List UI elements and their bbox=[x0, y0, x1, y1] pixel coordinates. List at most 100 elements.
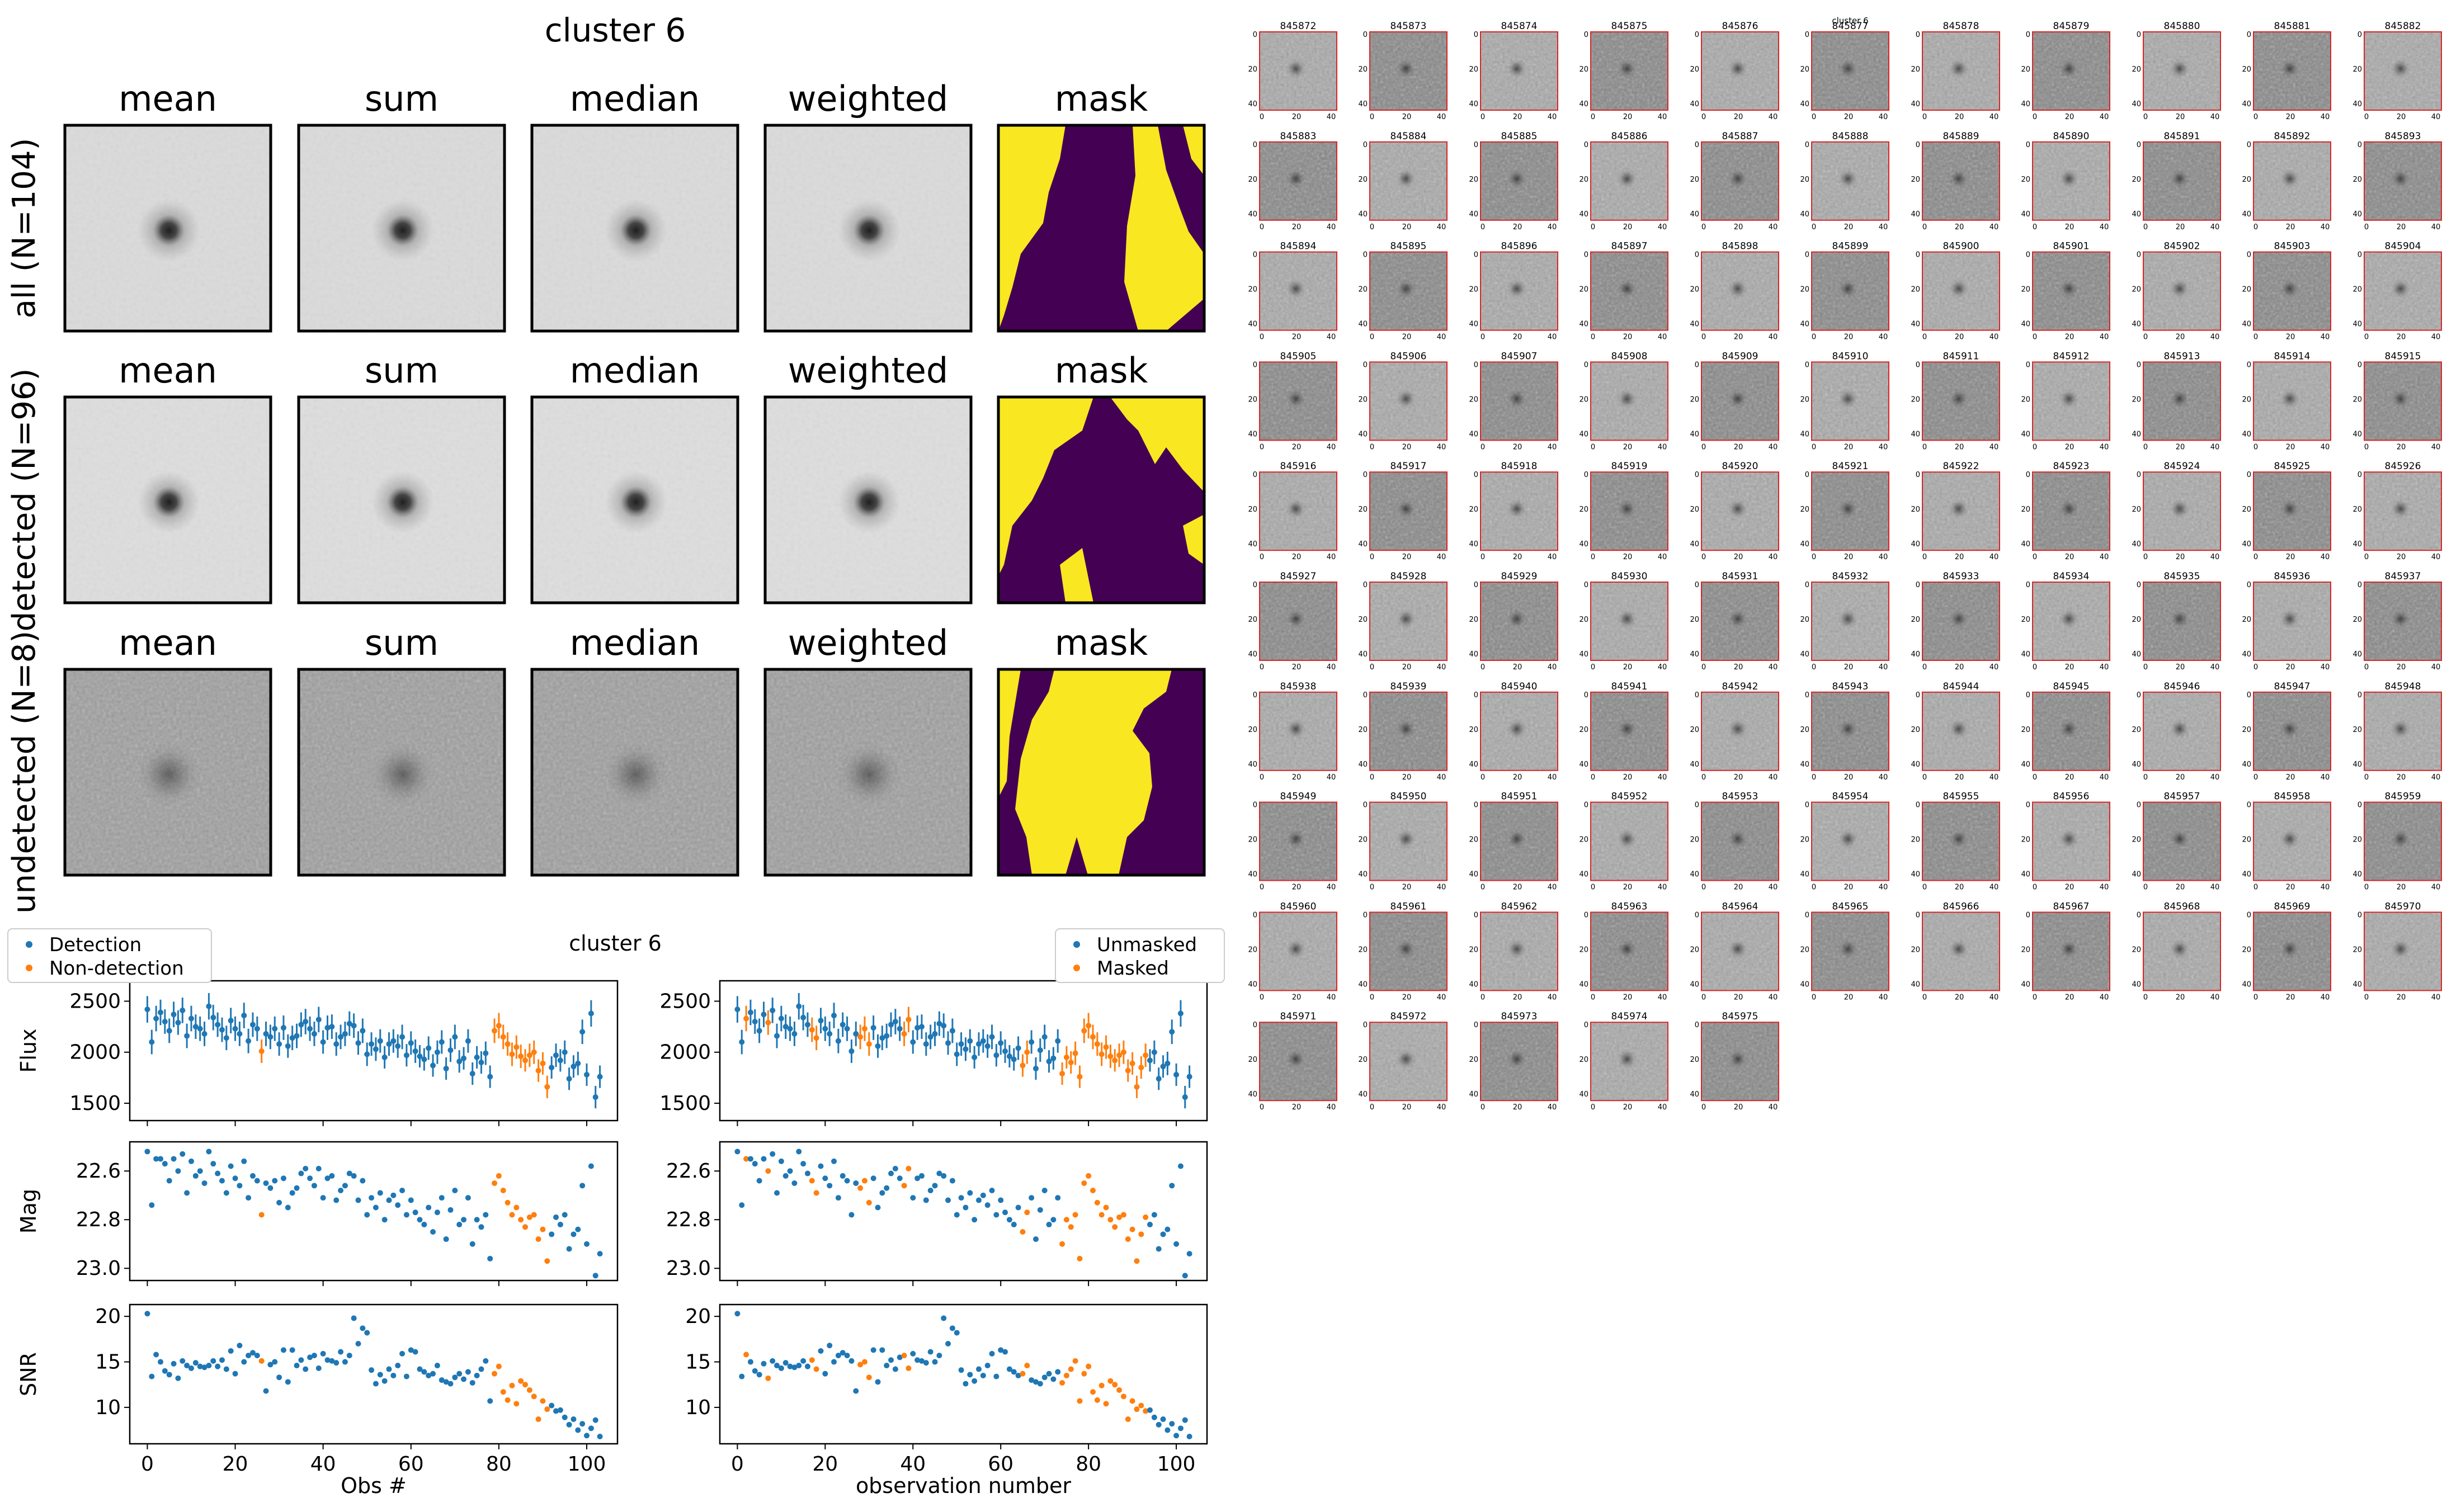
data-point bbox=[936, 1020, 942, 1027]
data-point bbox=[390, 1038, 397, 1044]
cutout-y-tick: 40 bbox=[1800, 980, 1809, 989]
cutout-y-tick: 40 bbox=[1248, 430, 1257, 438]
cutout-x-tick: 0 bbox=[2143, 993, 2148, 1001]
cutout-id: 845966 bbox=[1943, 901, 1979, 912]
source-blob bbox=[371, 199, 434, 262]
cutout-x-tick: 40 bbox=[1327, 773, 1336, 782]
cutout-frame bbox=[1701, 911, 1779, 991]
data-point bbox=[364, 1051, 370, 1057]
data-point bbox=[426, 1372, 432, 1378]
data-point bbox=[1050, 1376, 1057, 1382]
data-point bbox=[1006, 1217, 1012, 1223]
data-point bbox=[1125, 1067, 1131, 1074]
data-point bbox=[963, 1046, 969, 1052]
cutout-y-tick: 20 bbox=[1800, 176, 1809, 184]
cutout-y-tick: 40 bbox=[2021, 760, 2030, 769]
data-point bbox=[307, 1026, 313, 1032]
cutout-y-tick: 20 bbox=[2352, 616, 2362, 624]
cutout-frame bbox=[2364, 691, 2442, 771]
panel-frame bbox=[997, 668, 1206, 877]
data-point bbox=[496, 1173, 502, 1179]
cutout-x-tick: 0 bbox=[1481, 113, 1485, 121]
cutout-y-tick: 40 bbox=[1469, 540, 1478, 549]
data-point bbox=[272, 1026, 278, 1032]
cutout-x-tick: 0 bbox=[1481, 443, 1485, 451]
data-point bbox=[412, 1048, 418, 1054]
cutout-y-tick: 20 bbox=[1690, 726, 1699, 734]
data-point bbox=[765, 1168, 771, 1174]
cutout-x-tick: 20 bbox=[1734, 443, 1743, 451]
cutout-id: 845945 bbox=[2053, 681, 2090, 692]
source-blob bbox=[838, 471, 901, 533]
cutout-y-tick: 0 bbox=[1695, 361, 1699, 369]
data-point bbox=[932, 1031, 938, 1037]
cutout-source bbox=[1948, 168, 1969, 189]
cutout-y-tick: 0 bbox=[2247, 141, 2251, 149]
cutout-y-tick: 20 bbox=[1469, 286, 1478, 294]
data-point bbox=[540, 1398, 546, 1404]
data-point bbox=[223, 1366, 229, 1372]
data-point bbox=[897, 1026, 903, 1032]
data-point bbox=[918, 1024, 925, 1030]
cutout-source bbox=[1837, 389, 1858, 409]
cutout-x-tick: 20 bbox=[1955, 443, 1964, 451]
cutout-y-tick: 40 bbox=[2132, 100, 2141, 108]
data-point bbox=[870, 1347, 876, 1353]
cutout-frame bbox=[2032, 691, 2110, 771]
cutout-y-tick: 40 bbox=[2132, 430, 2141, 438]
data-point bbox=[1033, 1236, 1039, 1242]
data-point bbox=[162, 1368, 168, 1374]
cutout-x-tick: 20 bbox=[1292, 553, 1302, 561]
cutout-id: 845940 bbox=[1501, 681, 1538, 692]
cutout-x-tick: 40 bbox=[1989, 663, 1999, 672]
data-point bbox=[320, 1039, 326, 1045]
data-point bbox=[324, 1357, 331, 1363]
cutout-y-tick: 0 bbox=[1253, 471, 1257, 479]
data-point bbox=[469, 1241, 475, 1247]
cutout-y-tick: 40 bbox=[1690, 100, 1699, 108]
data-point bbox=[914, 1175, 921, 1182]
data-point bbox=[1029, 1377, 1035, 1383]
source-blob bbox=[837, 742, 902, 807]
data-point bbox=[280, 1347, 286, 1353]
cutout-source bbox=[1727, 1049, 1748, 1069]
data-point bbox=[936, 1170, 942, 1176]
y-tick-label: 20 bbox=[95, 1305, 121, 1328]
data-point bbox=[804, 1022, 810, 1028]
data-point bbox=[315, 1165, 322, 1171]
data-point bbox=[452, 1188, 458, 1194]
data-point bbox=[531, 1049, 537, 1055]
cutout-y-tick: 40 bbox=[1579, 100, 1588, 108]
data-point bbox=[492, 1371, 498, 1377]
cutout-y-tick: 40 bbox=[1248, 210, 1257, 219]
data-point bbox=[787, 1168, 793, 1174]
data-point bbox=[967, 1190, 973, 1196]
data-point bbox=[483, 1050, 489, 1056]
cutout-y-tick: 0 bbox=[2247, 581, 2251, 589]
data-point bbox=[1107, 1053, 1114, 1060]
data-point bbox=[544, 1084, 550, 1090]
cutout-id: 845883 bbox=[1280, 131, 1317, 142]
data-point bbox=[342, 1359, 348, 1365]
cutout-y-tick: 20 bbox=[2352, 65, 2362, 74]
cutout-x-tick: 0 bbox=[1481, 773, 1485, 782]
cutout-id: 845896 bbox=[1501, 241, 1538, 252]
cutout-y-tick: 0 bbox=[2026, 801, 2030, 810]
cutout-x-tick: 0 bbox=[1812, 993, 1816, 1001]
cutout-frame bbox=[1922, 141, 2000, 221]
cutout-source bbox=[1285, 389, 1306, 409]
cutout-y-tick: 0 bbox=[2358, 581, 2362, 589]
data-point bbox=[897, 1175, 903, 1182]
cutout-x-tick: 20 bbox=[2176, 663, 2185, 672]
cutout-x-tick: 40 bbox=[2210, 113, 2220, 121]
cutout-x-tick: 20 bbox=[2176, 333, 2185, 342]
cutout-y-tick: 40 bbox=[2352, 430, 2362, 438]
cutout-y-tick: 0 bbox=[2247, 471, 2251, 479]
cutout-y-tick: 20 bbox=[1800, 505, 1809, 514]
cutout-y-tick: 0 bbox=[1363, 581, 1368, 589]
cutout-y-tick: 0 bbox=[1474, 581, 1478, 589]
